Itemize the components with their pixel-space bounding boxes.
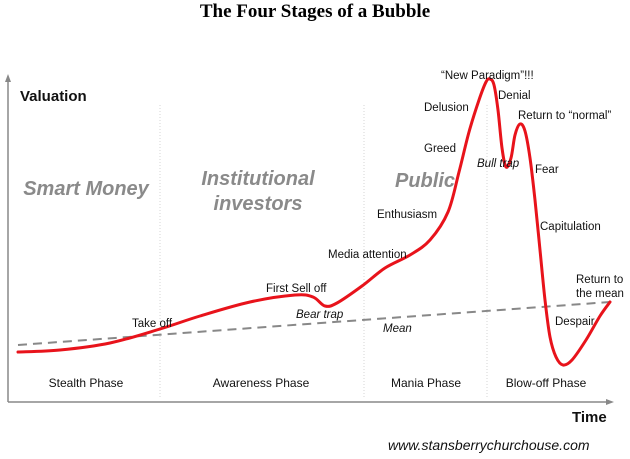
phase-blow-off: Blow-off Phase — [506, 376, 587, 390]
label-bull-trap: Bull trap — [477, 158, 520, 170]
label-return-to-mean-1: Return to — [576, 274, 623, 286]
label-return-to-mean-2: the mean — [576, 288, 624, 300]
phase-awareness: Awareness Phase — [213, 376, 310, 390]
label-enthusiasm: Enthusiasm — [377, 209, 437, 221]
x-axis-arrow — [606, 399, 614, 405]
label-take-off: Take off — [132, 318, 173, 330]
label-return-to-normal: Return to “normal” — [518, 110, 611, 122]
label-first-sell-off: First Sell off — [266, 283, 327, 295]
label-denial: Denial — [498, 90, 531, 102]
group-investors: investors — [214, 193, 303, 215]
label-media-attention: Media attention — [328, 249, 407, 261]
bubble-curve — [16, 77, 612, 367]
phase-dividers — [159, 105, 488, 398]
label-capitulation: Capitulation — [540, 221, 601, 233]
y-axis-label: Valuation — [20, 88, 87, 105]
y-axis-arrow — [5, 74, 11, 82]
x-axis-label: Time — [572, 409, 607, 426]
label-delusion: Delusion — [424, 102, 469, 114]
label-despair: Despair — [555, 316, 595, 328]
label-new-paradigm: “New Paradigm”!!! — [441, 70, 534, 82]
source-url: www.stansberrychurchouse.com — [388, 437, 590, 453]
mean-line — [17, 301, 611, 346]
phase-mania: Mania Phase — [391, 376, 461, 390]
label-greed: Greed — [424, 143, 456, 155]
group-smart-money: Smart Money — [23, 178, 149, 200]
label-bear-trap: Bear trap — [296, 309, 344, 321]
label-fear: Fear — [535, 164, 559, 176]
phase-stealth: Stealth Phase — [49, 376, 124, 390]
diagram-title: The Four Stages of a Bubble — [199, 1, 431, 22]
label-mean: Mean — [383, 323, 412, 335]
group-institutional: Institutional — [201, 168, 315, 190]
group-public: Public — [395, 170, 455, 192]
